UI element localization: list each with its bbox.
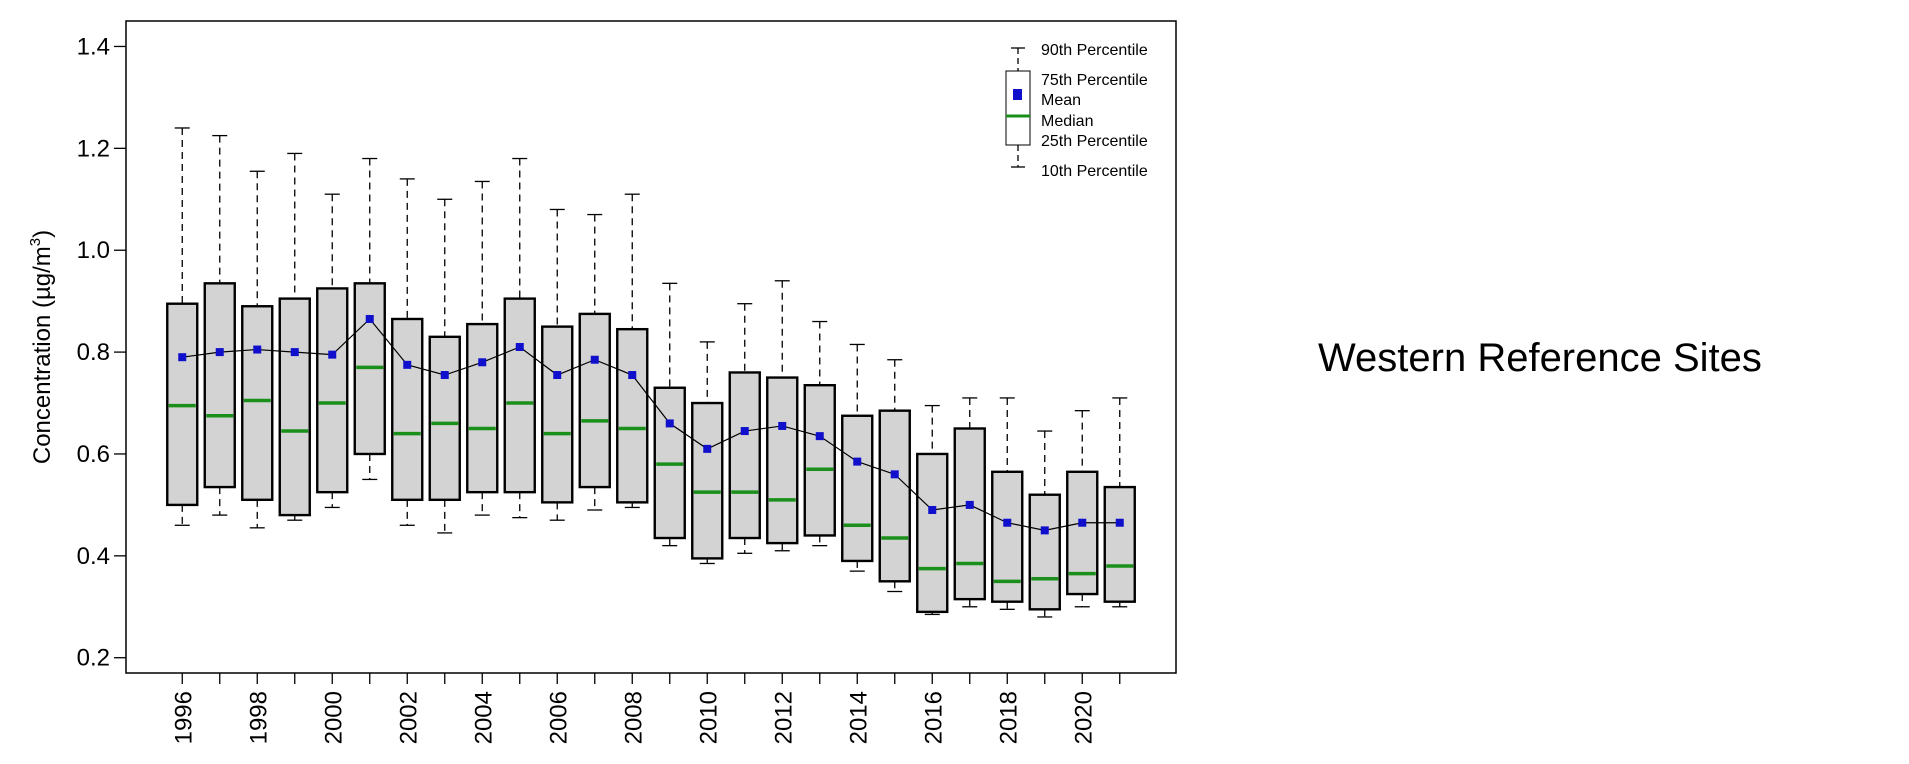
legend: 90th Percentile 75th Percentile Mean Med… <box>1005 42 1148 180</box>
x-tick-label: 2002 <box>395 691 422 744</box>
mean-marker-2009 <box>665 419 674 428</box>
box-2005 <box>503 297 536 494</box>
y-tick-label: 1.0 <box>77 237 110 264</box>
mean-marker-2006 <box>553 371 562 380</box>
mean-marker-2014 <box>853 457 862 466</box>
mean-marker-2018 <box>1003 518 1012 527</box>
y-tick-label: 1.2 <box>77 135 110 162</box>
legend-label-p25: 25th Percentile <box>1041 133 1148 150</box>
x-tick-label: 2014 <box>845 691 872 744</box>
x-axis: 1996 1998 2000 2002 2004 2006 2008 2010 2012 2014… <box>170 673 1121 744</box>
y-axis: 0.2 0.4 0.6 0.8 1.0 1.2 1.4 <box>77 33 126 672</box>
box-2015 <box>878 409 911 583</box>
x-tick-label: 2000 <box>320 691 347 744</box>
box-1998 <box>241 305 274 502</box>
mean-marker-2011 <box>740 427 749 436</box>
mean-trend-line <box>182 318 1120 531</box>
mean-marker-1996 <box>178 353 187 362</box>
mean-marker-1997 <box>215 348 224 357</box>
box-2002 <box>391 317 424 502</box>
x-tick-label: 2012 <box>770 691 797 744</box>
box-2000 <box>316 287 349 494</box>
mean-marker-1999 <box>290 348 299 357</box>
legend-label-median: Median <box>1041 113 1093 130</box>
x-tick-label: 1996 <box>170 691 197 744</box>
mean-marker-2001 <box>365 314 374 323</box>
box-2014 <box>841 414 874 563</box>
median-lines <box>168 365 1134 584</box>
x-tick-label: 2004 <box>470 691 497 744</box>
x-tick-label: 2020 <box>1070 691 1097 744</box>
box-2012 <box>766 376 799 545</box>
x-tick-label: 2018 <box>995 691 1022 744</box>
box-2010 <box>691 401 724 560</box>
legend-label-p10: 10th Percentile <box>1041 163 1148 180</box>
y-axis-label-superscript: 3 <box>27 238 44 246</box>
mean-marker-2017 <box>965 500 974 509</box>
box-2013 <box>803 384 836 537</box>
box-2011 <box>728 371 761 540</box>
mean-marker-2004 <box>478 358 487 367</box>
box-2016 <box>916 452 949 614</box>
boxes <box>166 282 1136 614</box>
y-axis-label: Concentration (µg/m3) <box>27 230 56 464</box>
box-2006 <box>541 325 574 504</box>
box-2008 <box>616 327 649 504</box>
plot-frame <box>125 20 1177 674</box>
y-tick-label: 0.2 <box>77 645 110 672</box>
y-tick-label: 0.6 <box>77 441 110 468</box>
mean-marker-2016 <box>928 506 937 514</box>
y-axis-label-close: ) <box>29 230 56 238</box>
legend-label-p75: 75th Percentile <box>1041 72 1148 89</box>
x-tick-label: 2006 <box>545 691 572 744</box>
box-2021 <box>1103 485 1136 603</box>
y-tick-label: 0.8 <box>77 339 110 366</box>
y-axis-label-main: Concentration (µg/m <box>29 246 56 464</box>
legend-label-mean: Mean <box>1041 92 1081 109</box>
mean-marker-2021 <box>1115 518 1124 527</box>
box-2019 <box>1028 493 1061 611</box>
x-tick-label: 2010 <box>695 691 722 744</box>
box-2020 <box>1066 470 1099 596</box>
legend-box <box>1005 70 1031 146</box>
mean-marker-2012 <box>778 421 787 430</box>
box-2017 <box>953 427 986 601</box>
x-tick-label: 2008 <box>620 691 647 744</box>
mean-marker-2002 <box>403 360 412 369</box>
y-tick-label: 0.4 <box>77 543 110 570</box>
x-tick-label: 1998 <box>245 691 272 744</box>
y-tick-label: 1.4 <box>77 33 110 60</box>
mean-marker-2019 <box>1040 526 1049 535</box>
x-tick-label: 2016 <box>920 691 947 744</box>
mean-markers <box>178 314 1124 535</box>
box-1997 <box>203 282 236 489</box>
mean-marker-1998 <box>253 345 262 354</box>
legend-mean-marker <box>1013 89 1022 100</box>
box-2007 <box>578 312 611 489</box>
mean-marker-2000 <box>328 350 337 359</box>
mean-marker-2008 <box>628 371 637 380</box>
mean-marker-2003 <box>440 371 449 380</box>
mean-marker-2013 <box>815 432 824 441</box>
mean-marker-2007 <box>590 355 599 364</box>
mean-marker-2015 <box>890 470 899 479</box>
mean-marker-2005 <box>515 343 524 351</box>
box-2004 <box>466 322 499 494</box>
panel-title: Western Reference Sites <box>1318 336 1762 380</box>
mean-marker-2020 <box>1078 518 1087 527</box>
box-2003 <box>428 335 461 502</box>
legend-label-p90: 90th Percentile <box>1041 42 1148 59</box>
whiskers <box>174 127 1128 618</box>
mean-marker-2010 <box>703 444 712 453</box>
box-1999 <box>278 297 311 517</box>
